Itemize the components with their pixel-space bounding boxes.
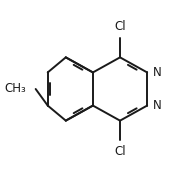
- Text: Cl: Cl: [114, 145, 126, 158]
- Text: N: N: [153, 66, 162, 79]
- Text: CH₃: CH₃: [5, 82, 27, 96]
- Text: N: N: [153, 99, 162, 112]
- Text: Cl: Cl: [114, 20, 126, 33]
